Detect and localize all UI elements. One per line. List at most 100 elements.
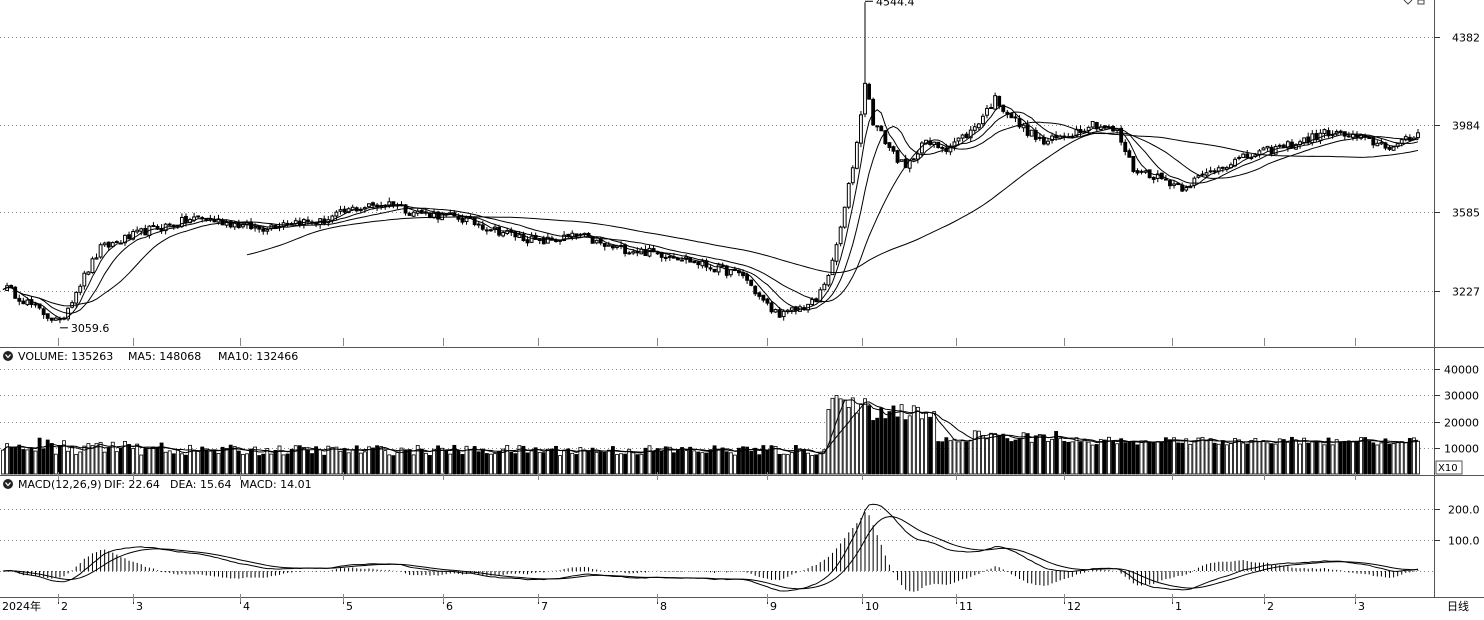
- candle-up: [224, 221, 229, 226]
- volume-bar: [1257, 441, 1262, 475]
- candle-up: [1322, 129, 1327, 135]
- volume-bar: [1326, 437, 1331, 475]
- macd-y-tick-label: 200.0: [1448, 504, 1480, 517]
- candle-down: [1127, 150, 1132, 158]
- candle-down: [484, 229, 489, 232]
- volume-bar: [1180, 442, 1185, 475]
- macd-collapse-icon[interactable]: [3, 479, 13, 489]
- volume-bar: [1200, 437, 1205, 475]
- candle-up: [529, 235, 534, 243]
- volume-bar: [724, 451, 729, 475]
- volume-bar: [1237, 439, 1242, 475]
- candle-up: [1379, 142, 1384, 145]
- candle-up: [1216, 167, 1221, 172]
- volume-bar: [350, 449, 355, 475]
- candle-up: [1302, 137, 1307, 143]
- macd-legend-dea: DEA: 15.64: [170, 478, 231, 491]
- volume-bar: [480, 450, 485, 475]
- volume-bar: [1168, 439, 1172, 475]
- volume-bar: [167, 450, 172, 475]
- volume-bar: [9, 446, 14, 475]
- candle-down: [1025, 124, 1030, 136]
- volume-bar: [554, 445, 558, 475]
- volume-bar: [200, 446, 205, 475]
- volume-bar: [1314, 442, 1319, 475]
- volume-bar: [1330, 444, 1335, 475]
- volume-bar: [139, 454, 144, 475]
- volume-bar: [728, 452, 733, 475]
- volume-bar: [854, 412, 859, 475]
- candle-up: [631, 251, 636, 254]
- volume-bar: [716, 448, 721, 475]
- candle-down: [1123, 141, 1128, 152]
- volume-bar: [793, 445, 798, 475]
- volume-bar: [732, 454, 737, 475]
- period-label[interactable]: 日线: [1447, 599, 1469, 613]
- volume-bar: [224, 448, 229, 475]
- volume-bar: [806, 452, 811, 475]
- volume-bar: [850, 397, 855, 475]
- volume-bar: [236, 450, 241, 475]
- x-axis-month-label: 2: [1267, 600, 1274, 613]
- candle-up: [830, 259, 835, 276]
- candle-up: [411, 211, 416, 217]
- candle-down: [997, 95, 1002, 107]
- volume-bar: [464, 445, 469, 475]
- volume-bar: [989, 432, 993, 475]
- volume-bar: [1127, 441, 1132, 475]
- volume-bar: [761, 445, 766, 475]
- volume-bar: [883, 418, 888, 475]
- candle-down: [610, 245, 615, 249]
- volume-bar: [753, 447, 758, 475]
- candle-up: [968, 129, 973, 139]
- volume-bar: [765, 450, 770, 475]
- volume-bar: [846, 406, 851, 475]
- volume-bar: [529, 450, 534, 475]
- volume-bar: [1416, 440, 1420, 475]
- volume-bar: [940, 441, 945, 475]
- price-grid: [0, 37, 1434, 292]
- volume-bar: [306, 449, 310, 475]
- volume-bar: [314, 446, 319, 475]
- candle-up: [911, 158, 916, 161]
- candle-up: [863, 82, 867, 115]
- candle-down: [964, 133, 969, 139]
- volume-bar: [972, 430, 977, 475]
- candle-down: [1009, 113, 1014, 119]
- volume-bar: [1070, 441, 1075, 475]
- volume-bar: [521, 445, 526, 475]
- volume-bar: [1151, 442, 1156, 475]
- volume-bar: [358, 452, 363, 475]
- candle-up: [25, 299, 30, 306]
- volume-bar: [1334, 439, 1339, 475]
- volume-bar: [403, 449, 408, 475]
- candle-up: [1192, 177, 1197, 186]
- candle-up: [501, 232, 506, 237]
- volume-bar: [1403, 441, 1408, 475]
- candle-down: [497, 226, 501, 236]
- volume-bar: [204, 449, 209, 475]
- candle-up: [285, 222, 290, 225]
- volume-bar: [1172, 437, 1176, 475]
- candle-up: [1046, 140, 1050, 145]
- candle-up: [151, 225, 156, 228]
- candle-down: [655, 252, 660, 255]
- volume-bar: [114, 451, 119, 475]
- volume-bar: [257, 455, 262, 475]
- candle-up: [70, 302, 75, 308]
- volume-bar: [281, 454, 286, 475]
- candle-down: [757, 292, 762, 297]
- candle-down: [1131, 155, 1136, 172]
- candle-up: [1277, 144, 1282, 147]
- volume-collapse-icon[interactable]: [3, 351, 13, 361]
- volume-bar: [155, 447, 160, 475]
- candle-down: [761, 294, 766, 301]
- volume-bar: [106, 447, 111, 475]
- volume-bar: [1351, 441, 1355, 475]
- volume-bar: [1379, 442, 1384, 475]
- volume-bar: [655, 448, 660, 475]
- volume-bar: [509, 451, 514, 475]
- volume-bar: [334, 446, 339, 475]
- candle-down: [391, 201, 396, 207]
- volume-bar: [619, 453, 623, 475]
